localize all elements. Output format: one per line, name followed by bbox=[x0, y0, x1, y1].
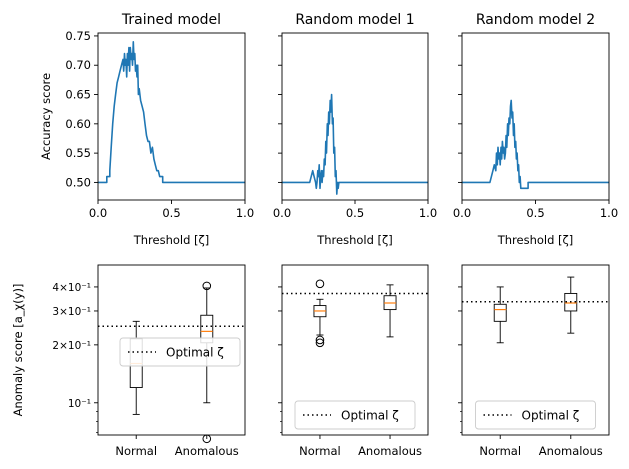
plot-frame bbox=[281, 32, 429, 201]
box-plot-3: Normal Anomalous Optimal ζ bbox=[458, 264, 610, 458]
box-anomalous bbox=[564, 276, 578, 334]
y-tick-label: 4×10⁻¹ bbox=[52, 282, 91, 294]
y-tick-label: 0.75 bbox=[65, 29, 91, 43]
legend-label: Optimal ζ bbox=[166, 346, 224, 360]
y-tick-label: 0.60 bbox=[65, 117, 91, 131]
accuracy-line-series bbox=[98, 41, 245, 184]
plot-frame bbox=[281, 264, 429, 436]
legend-label: Optimal ζ bbox=[522, 409, 580, 423]
iqr-box bbox=[493, 303, 507, 322]
x-tick-label: 0.0 bbox=[89, 206, 107, 220]
box-anomalous bbox=[383, 284, 397, 338]
box-plot-2: Normal Anomalous Optimal ζ bbox=[278, 264, 429, 458]
chart-title: Trained model bbox=[121, 12, 221, 28]
outlier-point bbox=[315, 335, 325, 345]
x-tick-label: Normal bbox=[115, 444, 157, 458]
x-tick-label: 0.0 bbox=[273, 206, 291, 220]
x-tick-label: 0.0 bbox=[453, 206, 471, 220]
plot-frame bbox=[461, 32, 610, 201]
accuracy-line-series bbox=[462, 99, 609, 190]
legend-box bbox=[294, 400, 416, 430]
box-normal bbox=[129, 320, 143, 415]
line-chart-2: 0.0 0.5 1.0 Random model 1 Threshold [ζ] bbox=[273, 12, 437, 247]
x-axis-label: Threshold [ζ] bbox=[316, 233, 393, 247]
box-plot-1: Normal Anomalous 10⁻¹ 2×10⁻¹ 3×10⁻¹ 4×10⁻¹ Ano… bbox=[11, 264, 246, 458]
outlier-point bbox=[202, 281, 212, 291]
y-axis-label: Accuracy score bbox=[39, 73, 53, 160]
x-tick-label: 1.0 bbox=[236, 206, 254, 220]
iqr-box bbox=[564, 292, 578, 312]
outlier-point bbox=[315, 279, 325, 289]
y-tick-label: 3×10⁻¹ bbox=[52, 306, 91, 318]
chart-title: Random model 2 bbox=[476, 12, 595, 28]
line-chart-3: 0.0 0.5 1.0 Random model 2 Threshold [ζ] bbox=[453, 12, 618, 247]
y-tick-label: 0.55 bbox=[65, 146, 91, 160]
y-axis-label: Anomaly score [a_χ(y)] bbox=[11, 284, 25, 417]
x-tick-label: 0.5 bbox=[346, 206, 364, 220]
x-tick-label: Anomalous bbox=[539, 444, 603, 458]
legend: Optimal ζ bbox=[119, 337, 241, 367]
y-tick-label: 0.65 bbox=[65, 88, 91, 102]
x-tick-label: Normal bbox=[299, 444, 341, 458]
accuracy-line-series bbox=[282, 93, 428, 195]
x-tick-label: 1.0 bbox=[600, 206, 618, 220]
legend-box bbox=[475, 400, 596, 430]
y-tick-label: 0.50 bbox=[65, 175, 91, 189]
outlier-point bbox=[315, 338, 325, 348]
legend: Optimal ζ bbox=[294, 400, 416, 430]
x-axis-label: Threshold [ζ] bbox=[497, 233, 574, 247]
chart-title: Random model 1 bbox=[295, 12, 414, 28]
x-tick-label: Normal bbox=[479, 444, 521, 458]
plot-frame bbox=[461, 264, 610, 436]
y-tick-label: 2×10⁻¹ bbox=[52, 340, 91, 352]
plot-frame bbox=[97, 32, 246, 201]
plot-frame bbox=[97, 264, 246, 436]
box-normal bbox=[313, 279, 327, 348]
y-tick-label: 0.70 bbox=[65, 58, 91, 72]
x-tick-label: Anomalous bbox=[175, 444, 239, 458]
legend-box bbox=[119, 337, 241, 367]
x-tick-label: 0.5 bbox=[526, 206, 544, 220]
legend: Optimal ζ bbox=[475, 400, 596, 430]
x-tick-label: Anomalous bbox=[358, 444, 422, 458]
box-normal bbox=[493, 286, 507, 344]
line-chart-1: 0.0 0.5 1.0 0.50 0.55 0.60 0.65 0.70 0.75 Trained… bbox=[39, 12, 254, 247]
x-axis-label: Threshold [ζ] bbox=[133, 233, 210, 247]
legend-label: Optimal ζ bbox=[341, 409, 399, 423]
x-tick-label: 0.5 bbox=[162, 206, 180, 220]
x-tick-label: 1.0 bbox=[419, 206, 437, 220]
y-tick-label: 10⁻¹ bbox=[68, 398, 91, 410]
